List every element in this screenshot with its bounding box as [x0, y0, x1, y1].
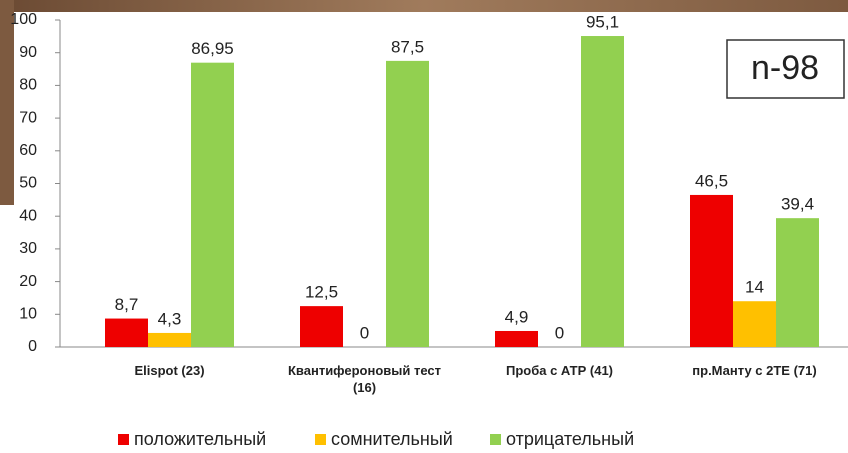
bar — [581, 36, 624, 347]
annotation: n-98 — [751, 49, 819, 87]
background-strip — [0, 0, 848, 12]
data-label: 0 — [555, 323, 564, 342]
bar — [105, 319, 148, 347]
data-label: 8,7 — [115, 295, 139, 314]
bar — [300, 306, 343, 347]
bar — [690, 195, 733, 347]
legend-label: отрицательный — [506, 429, 634, 449]
y-tick-label: 60 — [19, 142, 37, 159]
data-label: 12,5 — [305, 283, 338, 302]
background-edge — [0, 0, 14, 205]
x-tick-label: Квантифероновый тест (16) — [280, 362, 450, 396]
data-label: 0 — [360, 323, 369, 342]
y-tick-label: 30 — [19, 240, 37, 257]
x-tick-label: Elispot (23) — [85, 362, 255, 379]
y-tick-label: 50 — [19, 175, 37, 192]
legend-swatch — [315, 434, 326, 445]
y-tick-label: 10 — [19, 306, 37, 323]
data-label: 95,1 — [586, 13, 619, 32]
page: n-98 0 10 20 30 40 50 60 70 80 90 100 8,7 4,3 86,95 12… — [0, 0, 848, 453]
annotation-box: n-98 — [727, 40, 844, 98]
data-label: 87,5 — [391, 37, 424, 56]
data-label: 4,3 — [158, 309, 182, 328]
data-label: 46,5 — [695, 171, 728, 190]
data-label: 86,95 — [191, 39, 234, 58]
y-tick-label: 70 — [19, 109, 37, 126]
y-tick-label: 20 — [19, 273, 37, 290]
y-tick-label: 100 — [10, 11, 37, 28]
bar — [191, 63, 234, 347]
y-tick-label: 40 — [19, 207, 37, 224]
legend-label: положительный — [134, 429, 266, 449]
legend-label: сомнительный — [331, 429, 453, 449]
data-label: 14 — [745, 278, 764, 297]
y-tick-label: 90 — [19, 44, 37, 61]
bar — [148, 333, 191, 347]
bar — [495, 331, 538, 347]
x-tick-label: пр.Манту с 2ТЕ (71) — [670, 362, 840, 379]
x-tick-label: Проба с АТР (41) — [475, 362, 645, 379]
y-tick-label: 80 — [19, 77, 37, 94]
data-label: 4,9 — [505, 307, 529, 326]
bar — [733, 301, 776, 347]
legend-swatch — [118, 434, 129, 445]
bar — [776, 218, 819, 347]
legend-swatch — [490, 434, 501, 445]
bar — [386, 61, 429, 347]
data-label: 39,4 — [781, 195, 814, 214]
y-tick-label: 0 — [28, 338, 37, 355]
